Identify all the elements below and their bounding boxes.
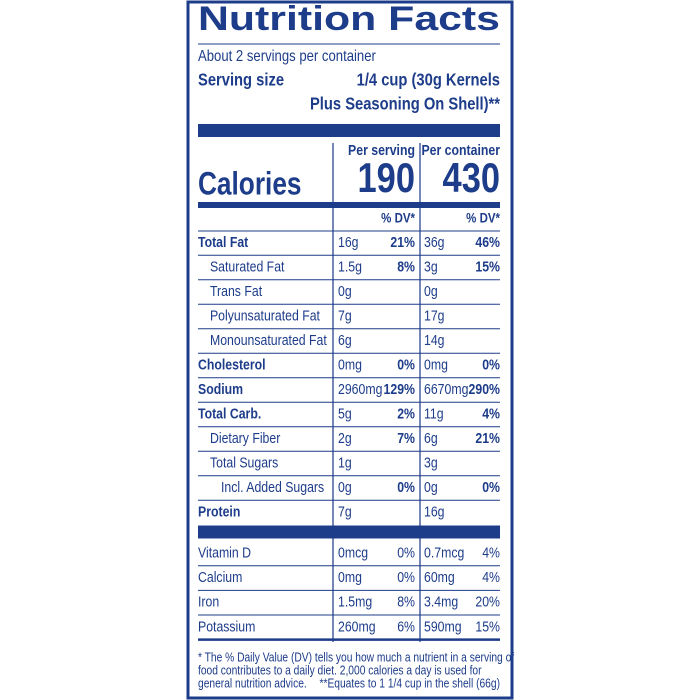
column-header: Per serving [348, 142, 415, 158]
nutrient-name: Saturated Fat [210, 258, 285, 274]
nutrient-name: Total Fat [198, 234, 249, 250]
daily-value: 6% [397, 618, 415, 634]
nutrient-name: Total Carb. [198, 405, 261, 421]
thick-bar [198, 525, 500, 539]
serving-size: 1/4 cup (30g Kernels [357, 70, 500, 90]
daily-value: 4% [482, 405, 500, 421]
daily-value: 0% [482, 356, 500, 372]
daily-value: 4% [482, 544, 500, 560]
amount: 11g [424, 405, 444, 421]
footnote: general nutrition advice. [198, 677, 307, 690]
nutrient-name: Cholesterol [198, 356, 266, 372]
amount: 7g [338, 307, 352, 323]
amount: 5g [338, 405, 352, 421]
daily-value: 15% [475, 618, 500, 634]
vitamin-name: Potassium [198, 618, 255, 634]
amount: 1.5mg [338, 594, 372, 610]
daily-value: 8% [397, 258, 415, 274]
thick-bar [198, 202, 500, 208]
amount: 0g [338, 283, 352, 299]
calories-value: 430 [443, 155, 500, 202]
column-header: Per container [421, 142, 500, 158]
footnote: * The % Daily Value (DV) tells you how m… [198, 651, 515, 664]
amount: 17g [424, 307, 445, 323]
daily-value: 0% [482, 479, 500, 495]
amount: 1g [338, 454, 352, 470]
amount: 1.5g [338, 258, 362, 274]
amount: 6g [424, 430, 438, 446]
amount: 36g [424, 234, 445, 250]
vitamin-name: Iron [198, 594, 219, 610]
amount: 0mg [424, 356, 448, 372]
daily-value: 46% [475, 234, 500, 250]
amount: 260mg [338, 618, 376, 634]
label-body: About 2 servings per container Serving si… [197, 43, 515, 691]
nutrient-name: Total Sugars [210, 454, 278, 470]
vitamin-name: Calcium [198, 569, 242, 585]
amount: 6g [338, 332, 352, 348]
nutrient-name: Monounsaturated Fat [210, 332, 327, 348]
footnote: food contributes to a daily diet. 2,000 … [198, 664, 482, 677]
serving-size: Plus Seasoning On Shell)** [310, 94, 501, 114]
amount: 14g [424, 332, 445, 348]
amount: 6670mg [424, 381, 468, 397]
nutrient-name: Sodium [198, 381, 243, 397]
daily-value: 21% [390, 234, 415, 250]
amount: 2960mg [338, 381, 382, 397]
amount: 0mcg [338, 544, 368, 560]
daily-value: 290% [469, 381, 500, 397]
nutrient-name: Incl. Added Sugars [221, 479, 324, 495]
daily-value: 2% [397, 405, 415, 421]
dv-header: % DV* [381, 210, 415, 226]
amount: 60mg [424, 569, 455, 585]
daily-value: 129% [384, 381, 415, 397]
daily-value: 0% [397, 569, 415, 585]
title: Nutrition Facts [198, 0, 500, 38]
daily-value: 0% [397, 356, 415, 372]
daily-value: 15% [475, 258, 500, 274]
nutrient-name: Polyunsaturated Fat [210, 307, 320, 323]
amount: 3g [424, 258, 438, 274]
nutrient-name: Protein [198, 503, 240, 519]
amount: 3.4mg [424, 594, 458, 610]
daily-value: 7% [397, 430, 415, 446]
amount: 16g [424, 503, 445, 519]
calories-label: Calories [198, 167, 302, 202]
nutrient-name: Dietary Fiber [210, 430, 281, 446]
daily-value: 0% [397, 544, 415, 560]
servings: About 2 servings per container [198, 48, 376, 65]
amount: 0g [424, 479, 438, 495]
amount: 0g [424, 283, 438, 299]
label-border [186, 0, 514, 700]
daily-value: 8% [397, 594, 415, 610]
amount: 0.7mcg [424, 544, 464, 560]
daily-value: 20% [475, 594, 500, 610]
amount: 3g [424, 454, 438, 470]
amount: 7g [338, 503, 352, 519]
footnote-note: **Equates to 1 1/4 cup in the shell (66g… [319, 677, 500, 690]
amount: 2g [338, 430, 352, 446]
vitamin-name: Vitamin D [198, 544, 251, 560]
nutrient-name: Trans Fat [210, 283, 262, 299]
daily-value: 4% [482, 569, 500, 585]
amount: 16g [338, 234, 359, 250]
daily-value: 0% [397, 479, 415, 495]
amount: 590mg [424, 618, 462, 634]
calories-value: 190 [358, 155, 415, 202]
thick-bar [198, 124, 500, 137]
daily-value: 21% [475, 430, 500, 446]
amount: 0mg [338, 356, 362, 372]
serving-size-label: Serving size [198, 70, 284, 90]
amount: 0g [338, 479, 352, 495]
amount: 0mg [338, 569, 362, 585]
dv-header: % DV* [466, 210, 500, 226]
